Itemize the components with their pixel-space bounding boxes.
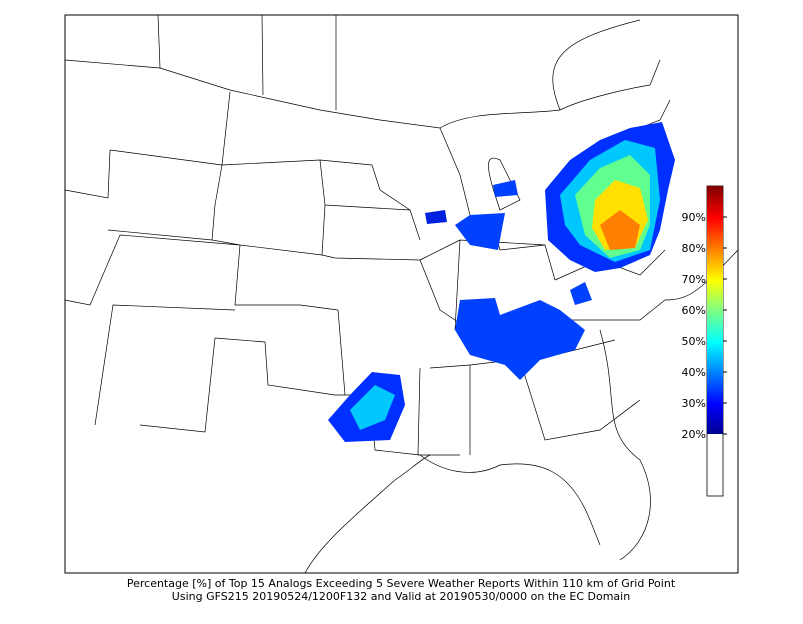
colorbar-fill	[707, 186, 723, 434]
colorbar-tick-label: 90%	[682, 211, 706, 224]
colorbar-tick-label: 20%	[682, 428, 706, 441]
caption-line: Percentage [%] of Top 15 Analogs Exceedi…	[127, 577, 676, 590]
caption-line: Using GFS215 20190524/1200F132 and Valid…	[172, 590, 630, 603]
colorbar-tick-label: 30%	[682, 397, 706, 410]
probability-field	[328, 122, 675, 442]
colorbar	[706, 185, 724, 497]
map	[64, 14, 739, 574]
colorbar-tick-label: 70%	[682, 273, 706, 286]
colorbar-tick-label: 50%	[682, 335, 706, 348]
colorbar-tick-label: 40%	[682, 366, 706, 379]
colorbar-tick-label: 80%	[682, 242, 706, 255]
colorbar-tick-label: 60%	[682, 304, 706, 317]
